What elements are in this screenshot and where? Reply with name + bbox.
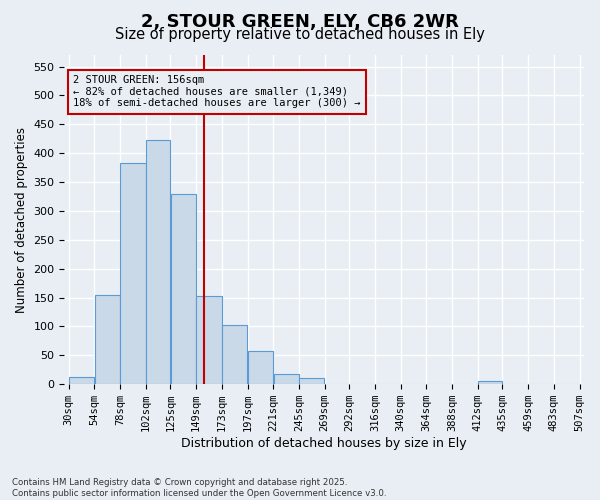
Bar	[248, 352, 273, 384]
Bar	[222, 326, 247, 384]
Text: Contains HM Land Registry data © Crown copyright and database right 2025.
Contai: Contains HM Land Registry data © Crown c…	[12, 478, 386, 498]
Bar	[69, 378, 94, 384]
Bar	[146, 140, 170, 384]
Bar	[196, 296, 221, 384]
Bar	[121, 163, 146, 384]
X-axis label: Distribution of detached houses by size in Ely: Distribution of detached houses by size …	[181, 437, 467, 450]
Bar	[274, 374, 299, 384]
Text: 2 STOUR GREEN: 156sqm
← 82% of detached houses are smaller (1,349)
18% of semi-d: 2 STOUR GREEN: 156sqm ← 82% of detached …	[73, 75, 361, 108]
Text: 2, STOUR GREEN, ELY, CB6 2WR: 2, STOUR GREEN, ELY, CB6 2WR	[141, 12, 459, 30]
Bar	[478, 382, 502, 384]
Bar	[170, 194, 196, 384]
Bar	[95, 294, 120, 384]
Bar	[299, 378, 325, 384]
Y-axis label: Number of detached properties: Number of detached properties	[15, 126, 28, 312]
Text: Size of property relative to detached houses in Ely: Size of property relative to detached ho…	[115, 28, 485, 42]
